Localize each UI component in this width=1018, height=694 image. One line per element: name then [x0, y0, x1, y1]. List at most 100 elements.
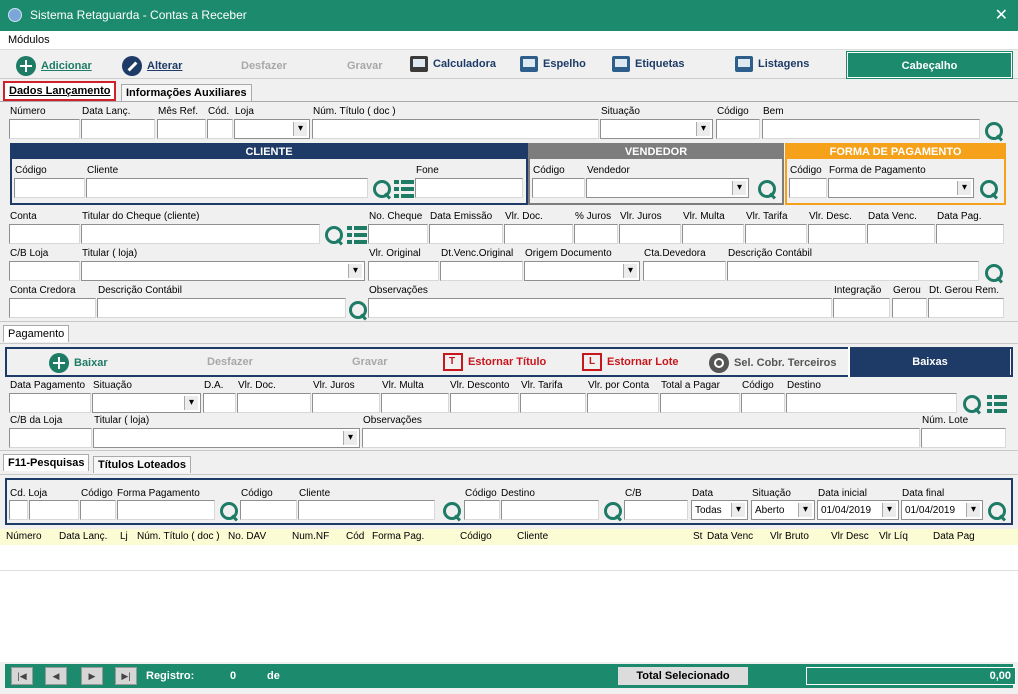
observacoes-input[interactable]: [368, 298, 832, 318]
save-button[interactable]: Gravar: [347, 60, 383, 72]
nav-prev-button[interactable]: ◀: [45, 667, 67, 685]
close-button[interactable]: ✕: [994, 7, 1008, 24]
col-data-pag[interactable]: Data Pag: [933, 531, 975, 542]
total-pagar-input[interactable]: [660, 393, 740, 413]
nav-next-button[interactable]: ▶: [81, 667, 103, 685]
nav-last-button[interactable]: ▶|: [115, 667, 137, 685]
nav-first-button[interactable]: |◀: [11, 667, 33, 685]
col-vlr-liq[interactable]: Vlr Líq: [879, 531, 908, 542]
cb-loja-input[interactable]: [9, 261, 80, 281]
pag-titular-loja-select[interactable]: [93, 428, 360, 448]
list-icon[interactable]: [987, 395, 1007, 413]
col-cliente[interactable]: Cliente: [517, 531, 549, 542]
col-forma-pag[interactable]: Forma Pag.: [372, 531, 425, 542]
pag-vlr-juros-input[interactable]: [312, 393, 380, 413]
col-data-venc[interactable]: Data Venc: [707, 531, 754, 542]
pag-codigo-input[interactable]: [741, 393, 785, 413]
destino-input[interactable]: [786, 393, 957, 413]
pag-undo-button[interactable]: Desfazer: [207, 356, 253, 368]
filter-codigo2-input[interactable]: [240, 500, 297, 520]
search-icon[interactable]: [984, 263, 1004, 283]
tab-f11-pesquisas[interactable]: F11-Pesquisas: [3, 454, 90, 471]
titular-loja-select[interactable]: [81, 261, 365, 281]
num-titulo-input[interactable]: [312, 119, 599, 139]
search-icon[interactable]: [757, 179, 777, 199]
cb-da-loja-input[interactable]: [9, 428, 92, 448]
baixas-tab[interactable]: Baixas: [848, 347, 1010, 377]
table-row[interactable]: [0, 545, 1018, 571]
origem-doc-select[interactable]: [524, 261, 640, 281]
search-icon[interactable]: [324, 225, 344, 245]
situacao-select[interactable]: [600, 119, 713, 139]
tab-informacoes-auxiliares[interactable]: Informações Auxiliares: [121, 84, 252, 101]
search-icon[interactable]: [979, 179, 999, 199]
cb-input[interactable]: [624, 500, 688, 520]
menu-modulos[interactable]: Módulos: [8, 34, 50, 46]
col-cod[interactable]: Cód: [346, 531, 365, 542]
vendedor-select[interactable]: [586, 178, 749, 198]
col-numero[interactable]: Número: [6, 531, 42, 542]
baixar-button[interactable]: Baixar: [49, 353, 108, 373]
desc-contabil2-input[interactable]: [97, 298, 346, 318]
mes-ref-input[interactable]: [157, 119, 206, 139]
col-data-lanc[interactable]: Data Lanç.: [59, 531, 108, 542]
edit-button[interactable]: Alterar: [122, 56, 182, 76]
data-lanc-input[interactable]: [81, 119, 155, 139]
filter-cliente-input[interactable]: [298, 500, 435, 520]
titular-cheque-input[interactable]: [81, 224, 320, 244]
pct-juros-input[interactable]: [574, 224, 618, 244]
data-venc-input[interactable]: [867, 224, 935, 244]
search-icon[interactable]: [372, 179, 392, 199]
labels-button[interactable]: Etiquetas: [612, 56, 685, 72]
conta-input[interactable]: [9, 224, 80, 244]
vlr-tarifa-input[interactable]: [745, 224, 807, 244]
data-final-select[interactable]: 01/04/2019: [901, 500, 983, 520]
calculator-button[interactable]: Calculadora: [410, 56, 496, 72]
pag-vlr-multa-input[interactable]: [381, 393, 449, 413]
pag-situacao-select[interactable]: [92, 393, 201, 413]
filter-destino-input[interactable]: [501, 500, 599, 520]
data-pagamento-input[interactable]: [9, 393, 91, 413]
da-input[interactable]: [203, 393, 236, 413]
num-lote-input[interactable]: [921, 428, 1006, 448]
tab-pagamento[interactable]: Pagamento: [3, 325, 70, 342]
col-num-titulo[interactable]: Núm. Título ( doc ): [137, 531, 220, 542]
search-icon[interactable]: [603, 501, 623, 521]
estornar-lote-button[interactable]: L Estornar Lote: [582, 353, 679, 371]
list-icon[interactable]: [347, 226, 367, 244]
vlr-juros-input[interactable]: [619, 224, 681, 244]
vend-codigo-input[interactable]: [532, 178, 585, 198]
cd-loja-a-input[interactable]: [9, 500, 28, 520]
forma-codigo-input[interactable]: [789, 178, 827, 198]
cli-codigo-input[interactable]: [14, 178, 85, 198]
dt-gerou-rem-input[interactable]: [928, 298, 1004, 318]
dt-venc-original-input[interactable]: [440, 261, 523, 281]
col-no-dav[interactable]: No. DAV: [228, 531, 267, 542]
cliente-input[interactable]: [86, 178, 368, 198]
col-lj[interactable]: Lj: [120, 531, 128, 542]
codigo-input[interactable]: [716, 119, 760, 139]
sel-cobr-button[interactable]: Sel. Cobr. Terceiros: [709, 353, 837, 373]
mirror-button[interactable]: Espelho: [520, 56, 586, 72]
pag-save-button[interactable]: Gravar: [352, 356, 388, 368]
search-icon[interactable]: [442, 501, 462, 521]
listings-button[interactable]: Listagens: [735, 56, 809, 72]
cd-loja-input[interactable]: [29, 500, 79, 520]
tab-titulos-loteados[interactable]: Títulos Loteados: [93, 456, 191, 473]
data-pag-input[interactable]: [936, 224, 1004, 244]
search-icon[interactable]: [962, 394, 982, 414]
vlr-desconto-input[interactable]: [450, 393, 519, 413]
search-icon[interactable]: [219, 501, 239, 521]
tab-dados-lancamento[interactable]: Dados Lançamento: [3, 81, 117, 101]
desc-contabil-input[interactable]: [727, 261, 979, 281]
no-cheque-input[interactable]: [368, 224, 428, 244]
add-button[interactable]: Adicionar: [16, 56, 92, 76]
header-tab[interactable]: Cabeçalho: [846, 51, 1013, 79]
integracao-input[interactable]: [833, 298, 890, 318]
vlr-multa-input[interactable]: [682, 224, 744, 244]
data-emissao-input[interactable]: [429, 224, 503, 244]
pag-vlr-tarifa-input[interactable]: [520, 393, 586, 413]
pag-observacoes-input[interactable]: [362, 428, 920, 448]
bem-input[interactable]: [762, 119, 980, 139]
filter-codigo3-input[interactable]: [464, 500, 500, 520]
